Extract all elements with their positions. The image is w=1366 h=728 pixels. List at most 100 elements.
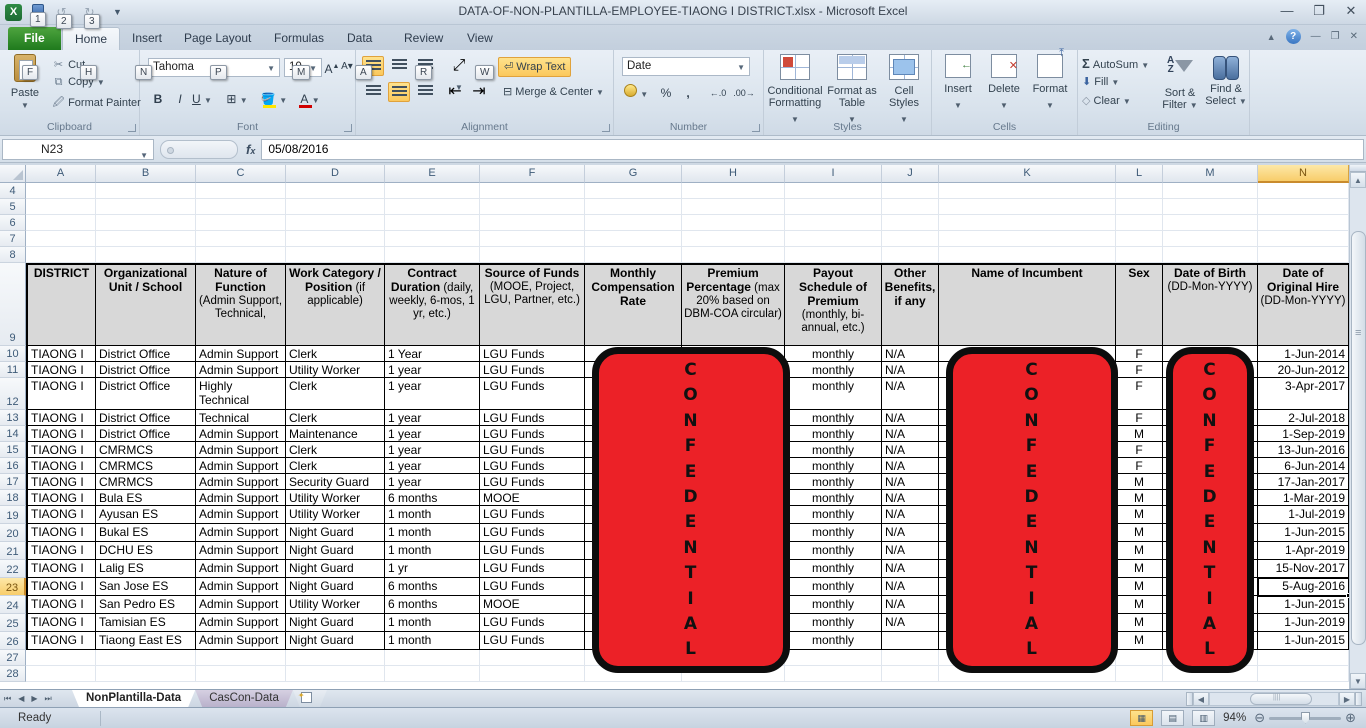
cell[interactable]: LGU Funds xyxy=(480,362,585,378)
table-header-cell[interactable]: Work Category / Position (if applicable) xyxy=(286,263,385,346)
workbook-minimize-button[interactable]: — xyxy=(1310,31,1321,42)
cell[interactable] xyxy=(286,199,385,215)
cell[interactable]: TIAONG I xyxy=(26,346,96,362)
scroll-up-button[interactable]: ▲ xyxy=(1350,172,1366,188)
cell[interactable] xyxy=(26,199,96,215)
cell[interactable] xyxy=(26,650,96,666)
cell[interactable]: CMRMCS xyxy=(96,442,196,458)
row-header-19[interactable]: 19 xyxy=(0,506,26,524)
cell[interactable] xyxy=(585,231,682,247)
cell[interactable] xyxy=(939,215,1116,231)
cell[interactable]: M xyxy=(1116,524,1163,542)
formula-input[interactable]: 05/08/2016 xyxy=(261,138,1364,160)
cell[interactable] xyxy=(96,199,196,215)
cell[interactable]: monthly xyxy=(785,362,882,378)
autosum-button[interactable]: Σ AutoSum ▼ xyxy=(1082,56,1150,71)
cell[interactable] xyxy=(1258,199,1349,215)
cell[interactable] xyxy=(1116,231,1163,247)
column-header-J[interactable]: J xyxy=(882,165,939,183)
table-header-cell[interactable]: Payout Schedule of Premium (monthly, bi-… xyxy=(785,263,882,346)
restore-button[interactable]: ❐ xyxy=(1313,3,1325,18)
cell[interactable]: N/A xyxy=(882,490,939,506)
cell[interactable] xyxy=(1116,247,1163,263)
cell[interactable] xyxy=(286,231,385,247)
cell[interactable] xyxy=(196,231,286,247)
cell[interactable]: Admin Support xyxy=(196,542,286,560)
cell[interactable]: Admin Support xyxy=(196,490,286,506)
cell[interactable]: LGU Funds xyxy=(480,442,585,458)
align-right-button[interactable] xyxy=(414,82,436,102)
cell[interactable]: monthly xyxy=(785,490,882,506)
cell[interactable]: N/A xyxy=(882,578,939,596)
row-header-5[interactable]: 5 xyxy=(0,199,26,215)
cell[interactable] xyxy=(785,231,882,247)
table-header-cell[interactable]: Organizational Unit / School xyxy=(96,263,196,346)
page-layout-view-button[interactable]: ▤ xyxy=(1161,710,1185,726)
borders-button[interactable]: ⊞ ▼ xyxy=(226,92,248,106)
increase-decimal-button[interactable]: ←.0 xyxy=(709,88,727,98)
cell[interactable] xyxy=(286,247,385,263)
cell[interactable]: Utility Worker xyxy=(286,596,385,614)
table-header-cell[interactable]: Other Benefits, if any xyxy=(882,263,939,346)
cell[interactable]: N/A xyxy=(882,378,939,410)
cell[interactable]: N/A xyxy=(882,614,939,632)
cell[interactable]: F xyxy=(1116,362,1163,378)
increase-indent-button[interactable]: ⇥ xyxy=(472,83,486,100)
cell[interactable]: F xyxy=(1116,410,1163,426)
number-dialog-launcher[interactable] xyxy=(752,124,760,132)
cell[interactable]: 6 months xyxy=(385,596,480,614)
cell[interactable]: 1 month xyxy=(385,524,480,542)
cell[interactable]: M xyxy=(1116,506,1163,524)
cell[interactable]: District Office xyxy=(96,410,196,426)
horizontal-split-handle[interactable] xyxy=(1355,691,1362,706)
cell[interactable] xyxy=(882,650,939,666)
cell[interactable]: TIAONG I xyxy=(26,426,96,442)
cell[interactable] xyxy=(286,183,385,199)
cell[interactable] xyxy=(96,666,196,682)
cell[interactable]: TIAONG I xyxy=(26,458,96,474)
row-header-8[interactable]: 8 xyxy=(0,247,26,263)
column-header-I[interactable]: I xyxy=(785,165,882,183)
cell[interactable] xyxy=(785,183,882,199)
cell[interactable]: Utility Worker xyxy=(286,506,385,524)
cell[interactable]: 5-Aug-2016 xyxy=(1258,578,1349,596)
cell[interactable]: Night Guard xyxy=(286,614,385,632)
cell[interactable] xyxy=(585,247,682,263)
table-header-cell[interactable]: Nature of Function (Admin Support, Techn… xyxy=(196,263,286,346)
cell[interactable]: 3-Apr-2017 xyxy=(1258,378,1349,410)
cell[interactable]: San Pedro ES xyxy=(96,596,196,614)
table-header-cell[interactable]: Contract Duration (daily, weekly, 6-mos,… xyxy=(385,263,480,346)
cell[interactable]: 1-Jun-2014 xyxy=(1258,346,1349,362)
cell[interactable]: monthly xyxy=(785,426,882,442)
table-header-cell[interactable]: Monthly Compensation Rate xyxy=(585,263,682,346)
cell[interactable]: Admin Support xyxy=(196,442,286,458)
wrap-text-button[interactable]: ⏎ Wrap Text xyxy=(498,57,572,77)
workbook-restore-button[interactable]: ❐ xyxy=(1330,31,1340,42)
column-header-A[interactable]: A xyxy=(26,165,96,183)
column-header-K[interactable]: K xyxy=(939,165,1116,183)
cell[interactable]: 15-Nov-2017 xyxy=(1258,560,1349,578)
cell[interactable]: Admin Support xyxy=(196,474,286,490)
cell[interactable] xyxy=(286,650,385,666)
cell[interactable] xyxy=(196,199,286,215)
row-header-20[interactable]: 20 xyxy=(0,524,26,542)
cell[interactable]: LGU Funds xyxy=(480,614,585,632)
select-all-corner[interactable] xyxy=(0,165,26,183)
cell[interactable]: Admin Support xyxy=(196,506,286,524)
cell[interactable] xyxy=(385,650,480,666)
cell[interactable]: monthly xyxy=(785,632,882,650)
cell[interactable]: monthly xyxy=(785,346,882,362)
cell[interactable]: M xyxy=(1116,474,1163,490)
cell[interactable]: monthly xyxy=(785,578,882,596)
number-format-select[interactable]: Date ▼ xyxy=(622,57,750,76)
decrease-decimal-button[interactable]: .00→ xyxy=(733,88,755,98)
cell[interactable] xyxy=(26,247,96,263)
cell[interactable] xyxy=(882,215,939,231)
cell[interactable]: TIAONG I xyxy=(26,614,96,632)
cell[interactable]: 1 year xyxy=(385,410,480,426)
column-header-B[interactable]: B xyxy=(96,165,196,183)
cell[interactable]: 1 year xyxy=(385,378,480,410)
last-sheet-icon[interactable]: ⏭ xyxy=(44,693,52,703)
cell[interactable] xyxy=(1163,199,1258,215)
column-header-H[interactable]: H xyxy=(682,165,785,183)
